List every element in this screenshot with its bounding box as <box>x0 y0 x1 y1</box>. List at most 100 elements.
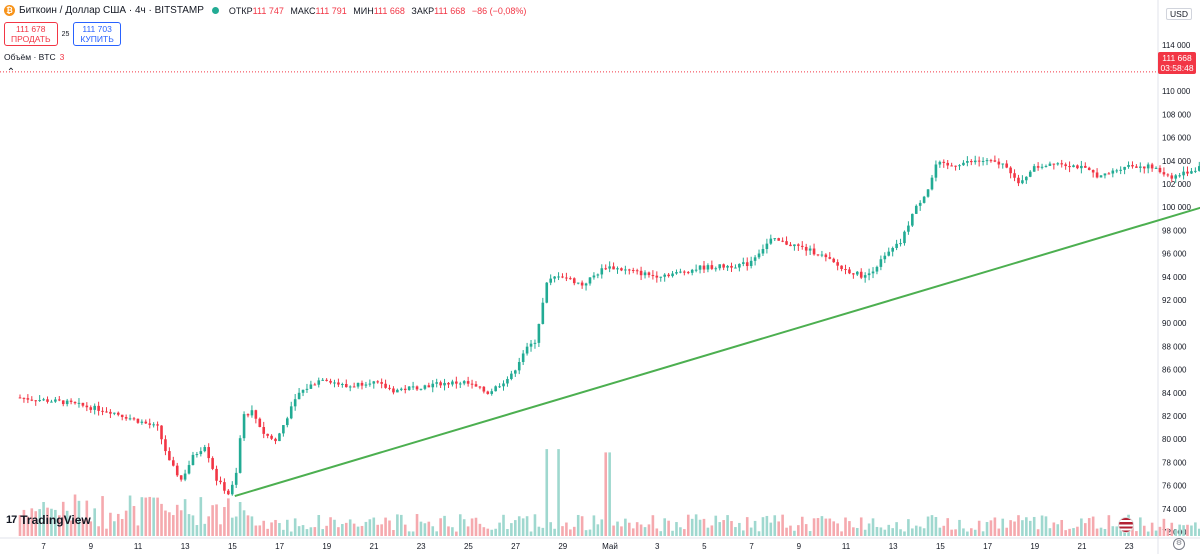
sell-button[interactable]: 111 678 ПРОДАТЬ <box>4 22 58 46</box>
candle-body <box>478 386 482 388</box>
candle-body <box>152 424 155 426</box>
volume-bar <box>199 497 203 536</box>
x-tick-label: Май <box>602 542 618 551</box>
candle-body <box>584 283 588 286</box>
volume-bar <box>950 529 953 536</box>
volume-bar <box>451 527 454 536</box>
volume-bar <box>1150 522 1154 536</box>
candle-body <box>183 473 187 480</box>
candle-body <box>714 268 718 270</box>
volume-bar <box>1111 526 1115 536</box>
volume-bar <box>325 525 328 536</box>
volume-bar <box>81 519 85 536</box>
volume-indicator-label: Объём · BTC <box>4 52 56 62</box>
volume-bar <box>1068 528 1071 536</box>
collapse-legend-icon[interactable]: ⌃ <box>6 67 16 78</box>
volume-bar <box>816 518 820 536</box>
candle-body <box>195 454 199 456</box>
candle-body <box>333 382 336 384</box>
candle-body <box>30 399 34 401</box>
x-tick-label: 25 <box>464 542 473 551</box>
volume-bar <box>364 521 368 536</box>
candle-body <box>1013 173 1016 178</box>
candle-body <box>510 373 513 379</box>
candle-body <box>848 269 851 274</box>
candle-body <box>1025 176 1028 181</box>
volume-bar <box>1044 516 1048 536</box>
volume-bar <box>797 525 800 536</box>
volume-bar <box>891 528 894 536</box>
candle-body <box>451 381 454 385</box>
settings-gear-icon[interactable]: ⚙ <box>1173 538 1185 550</box>
bitcoin-icon: ₿ <box>4 5 15 16</box>
candle-body <box>797 244 800 246</box>
ohlc-readout: ОТКР111 747 МАКС111 791 МИН111 668 ЗАКР1… <box>229 6 530 16</box>
candle-body <box>938 161 942 165</box>
x-tick-label: 21 <box>370 542 379 551</box>
volume-bar <box>777 521 780 536</box>
candle-body <box>1194 170 1197 172</box>
candle-body <box>278 433 281 442</box>
candle-body <box>486 391 490 394</box>
y-tick-label: 94 000 <box>1162 273 1187 282</box>
volume-bar <box>1186 524 1189 536</box>
volume-bar <box>502 514 505 536</box>
candle-body <box>631 269 635 271</box>
volume-bar <box>702 518 706 536</box>
symbol-title[interactable]: Биткоин / Доллар США · 4ч · BITSTAMP <box>19 5 204 16</box>
volume-bar <box>969 528 973 536</box>
volume-bar <box>132 506 136 536</box>
volume-bar <box>659 531 663 536</box>
candle-body <box>985 160 989 162</box>
candle-body <box>1001 163 1005 165</box>
candle-body <box>89 407 93 410</box>
last-price-value: 111 668 <box>1162 53 1192 63</box>
candle-body <box>738 263 741 268</box>
candle-body <box>871 271 875 274</box>
volume-bar <box>989 520 993 536</box>
volume-bar <box>1142 525 1146 536</box>
volume-bar <box>1076 526 1079 536</box>
volume-bar <box>230 517 234 536</box>
us-flag-icon[interactable] <box>1118 517 1134 533</box>
candle-body <box>1111 170 1115 174</box>
candle-body <box>168 451 171 461</box>
candle-body <box>557 276 560 278</box>
y-tick-label: 98 000 <box>1162 226 1187 235</box>
buy-label: КУПИТЬ <box>80 34 114 44</box>
candle-body <box>246 414 250 416</box>
candle-body <box>804 246 808 251</box>
candle-body <box>132 418 136 420</box>
high-value: 111 791 <box>315 5 347 16</box>
volume-bar <box>34 511 38 536</box>
candle-body <box>144 421 148 424</box>
volume-bar <box>962 528 965 536</box>
volume-bar <box>1131 525 1134 536</box>
candle-body <box>109 411 112 414</box>
volume-bar <box>329 517 332 536</box>
volume-indicator-legend[interactable]: Объём · BTC 3 <box>4 52 64 62</box>
buy-button[interactable]: 111 703 КУПИТЬ <box>73 22 121 46</box>
buy-price: 111 703 <box>82 24 112 34</box>
volume-bar <box>1021 520 1024 536</box>
volume-bar <box>1174 529 1178 536</box>
candle-body <box>808 248 812 251</box>
candle-body <box>372 381 376 384</box>
candle-body <box>891 247 894 252</box>
candle-body <box>1115 170 1119 172</box>
volume-bar <box>427 521 431 536</box>
candle-body <box>69 400 73 402</box>
market-open-icon <box>211 7 219 14</box>
y-tick-label: 84 000 <box>1162 389 1187 398</box>
volume-bar <box>698 519 702 536</box>
volume-bar <box>541 527 545 536</box>
currency-selector[interactable]: USD <box>1166 8 1192 20</box>
candle-body <box>230 484 234 495</box>
candle-body <box>258 418 262 428</box>
candle-body <box>388 387 391 389</box>
tradingview-logo[interactable]: 17 TradingView <box>6 513 91 527</box>
candle-body <box>352 386 356 388</box>
candle-body <box>321 379 324 381</box>
volume-bar <box>309 527 313 536</box>
